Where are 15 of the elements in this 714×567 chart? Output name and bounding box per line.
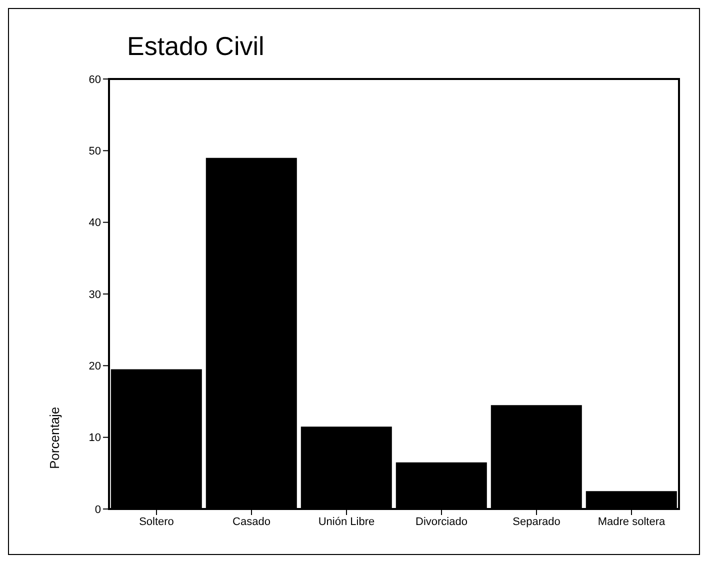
y-axis-title: Porcentaje bbox=[47, 406, 62, 469]
x-tick-label: Soltero bbox=[139, 516, 174, 528]
chart-title: Estado Civil bbox=[127, 31, 264, 62]
y-tick-label: 60 bbox=[88, 74, 101, 86]
y-tick-label: 20 bbox=[88, 360, 101, 373]
x-tick-label: Madre soltera bbox=[598, 516, 666, 528]
y-tick-label: 30 bbox=[88, 288, 101, 301]
y-tick-label: 0 bbox=[94, 504, 101, 516]
y-tick-label: 40 bbox=[88, 217, 101, 230]
x-tick-label: Divorciado bbox=[416, 516, 468, 528]
y-tick-label: 50 bbox=[88, 146, 101, 158]
x-tick-label: Separado bbox=[512, 516, 560, 528]
x-tick-label: Casado bbox=[232, 516, 270, 528]
x-tick-label: Unión Libre bbox=[318, 516, 375, 528]
y-tick-label: 10 bbox=[88, 432, 101, 444]
